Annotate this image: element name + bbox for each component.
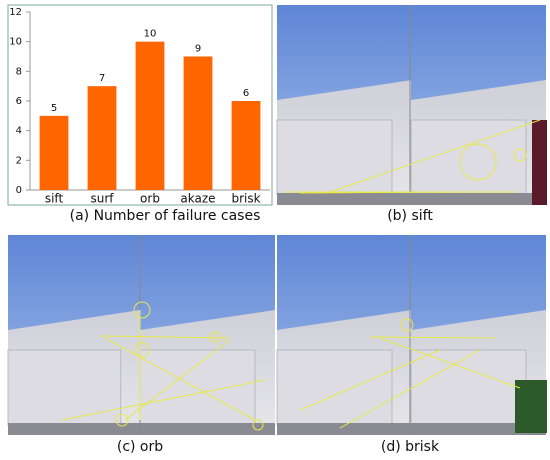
y-tick-label: 4 — [16, 126, 22, 137]
bar — [87, 86, 117, 190]
y-tick-label: 6 — [16, 96, 22, 107]
x-tick-label: surf — [90, 192, 114, 206]
bar — [135, 41, 165, 190]
panel-caption: (c) orb — [117, 439, 163, 455]
x-tick-label: brisk — [231, 192, 260, 206]
x-tick-label: akaze — [180, 192, 215, 206]
value-label: 10 — [144, 29, 157, 40]
image-orb — [7, 234, 276, 436]
y-tick-label: 8 — [16, 66, 22, 77]
panel-caption: (d) brisk — [381, 439, 440, 455]
value-label: 7 — [99, 73, 105, 84]
bar — [183, 56, 213, 190]
y-tick-label: 10 — [9, 37, 22, 48]
value-label: 5 — [51, 103, 57, 114]
x-tick-label: orb — [140, 192, 160, 206]
value-label: 6 — [243, 88, 249, 99]
chart-title: (a) Number of failure cases — [70, 208, 261, 224]
y-tick-label: 0 — [16, 185, 22, 196]
x-tick-label: sift — [45, 192, 64, 206]
y-tick-label: 12 — [9, 7, 22, 18]
value-label: 9 — [195, 44, 201, 55]
panel-caption: (b) sift — [387, 208, 433, 224]
bar — [231, 101, 261, 190]
image-sift — [276, 4, 547, 206]
bar — [39, 115, 69, 190]
y-tick-label: 2 — [16, 155, 22, 166]
image-brisk — [276, 234, 547, 436]
